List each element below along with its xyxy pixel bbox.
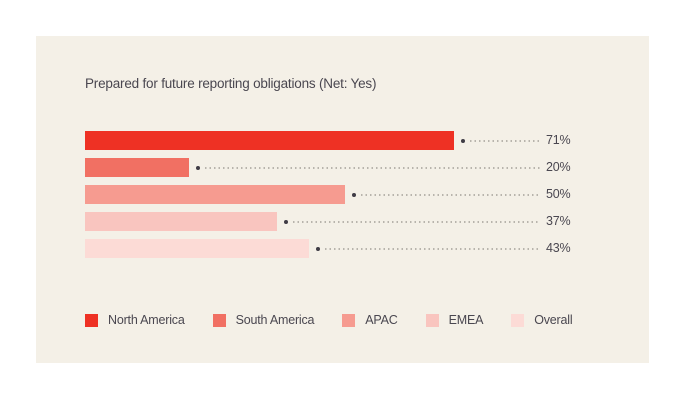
leader-line	[361, 194, 540, 196]
bar-value-label: 71%	[546, 133, 571, 147]
bar-row: 71%	[85, 131, 625, 150]
legend-item-south-america[interactable]: South America	[212, 313, 315, 327]
leader-line	[293, 221, 540, 223]
bar-plot: 71% 20% 50% 37% 43%	[85, 131, 625, 285]
leader-dot	[196, 165, 200, 170]
legend-item-overall[interactable]: Overall	[511, 313, 573, 327]
legend-swatch	[425, 313, 439, 327]
legend-label: North America	[108, 313, 185, 327]
bar-south-america[interactable]	[85, 158, 189, 177]
bar-value-label: 20%	[546, 160, 571, 174]
legend-swatch	[511, 313, 525, 327]
leader-dot	[316, 246, 320, 251]
leader-dot	[461, 138, 465, 143]
legend-label: Overall	[534, 313, 573, 327]
leader-line	[205, 167, 540, 169]
legend-item-emea[interactable]: EMEA	[425, 313, 484, 327]
bar-value-label: 43%	[546, 241, 571, 255]
leader-dot	[284, 219, 288, 224]
legend-item-apac[interactable]: APAC	[342, 313, 398, 327]
leader-line	[470, 140, 540, 142]
legend-label: APAC	[365, 313, 398, 327]
legend-item-north-america[interactable]: North America	[85, 313, 185, 327]
bar-row: 50%	[85, 185, 625, 204]
legend-swatch	[342, 313, 356, 327]
bar-row: 20%	[85, 158, 625, 177]
legend-swatch	[85, 313, 98, 327]
bar-apac[interactable]	[85, 185, 345, 204]
bar-row: 43%	[85, 239, 625, 258]
bar-value-label: 37%	[546, 214, 571, 228]
chart-legend: North America South America APAC EMEA Overal…	[85, 313, 573, 327]
legend-swatch	[212, 313, 226, 327]
leader-dot	[352, 192, 356, 197]
bar-row: 37%	[85, 212, 625, 231]
bar-overall[interactable]	[85, 239, 309, 258]
legend-label: South America	[235, 313, 315, 327]
bar-value-label: 50%	[546, 187, 571, 201]
leader-line	[325, 248, 540, 250]
legend-label: EMEA	[448, 313, 484, 327]
bar-emea[interactable]	[85, 212, 277, 231]
chart-card: Prepared for future reporting obligation…	[36, 36, 649, 363]
chart-title: Prepared for future reporting obligation…	[85, 76, 377, 91]
bar-north-america[interactable]	[85, 131, 454, 150]
